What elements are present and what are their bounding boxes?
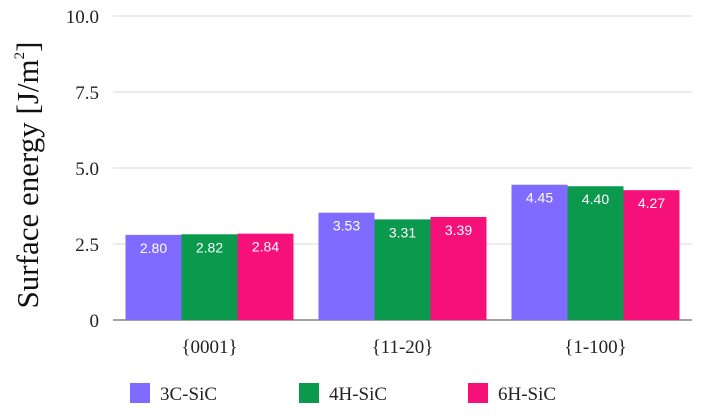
x-tick-label: {11-20} <box>372 337 434 358</box>
data-label: 4.27 <box>638 195 665 211</box>
y-tick-label: 5.0 <box>75 159 99 180</box>
data-label: 3.53 <box>333 218 360 234</box>
legend-label: 3C-SiC <box>160 384 217 405</box>
y-axis-title-exponent: 2 <box>12 52 28 60</box>
bar-3c-sic-1 <box>318 212 375 320</box>
bar-6h-sic-2 <box>623 190 680 320</box>
data-label: 4.45 <box>526 190 553 206</box>
y-tick-label: 10.0 <box>66 7 99 28</box>
legend: 3C-SiC 4H-SiC 6H-SiC <box>130 383 556 405</box>
y-axis-title-main: Surface energy [J/m <box>10 59 45 308</box>
data-label: 2.82 <box>196 239 223 255</box>
legend-label: 4H-SiC <box>329 384 387 405</box>
y-tick-label: 2.5 <box>75 235 99 256</box>
data-label: 3.39 <box>445 222 472 238</box>
data-label: 2.80 <box>140 240 167 256</box>
legend-label: 6H-SiC <box>498 384 556 405</box>
y-tick-label: 0 <box>90 311 100 332</box>
legend-swatch <box>299 383 319 403</box>
bar-3c-sic-0 <box>125 234 182 320</box>
x-axis-ticks: {0001} {11-20} {1-100} <box>181 337 626 358</box>
bar-6h-sic-0 <box>237 233 294 320</box>
data-label: 2.84 <box>252 239 279 255</box>
y-tick-label: 7.5 <box>75 83 99 104</box>
bar-6h-sic-1 <box>430 216 487 320</box>
y-axis-title-close: ] <box>10 42 45 52</box>
y-axis-label: Surface energy [J/m2] <box>10 42 45 309</box>
bar-3c-sic-2 <box>511 184 568 320</box>
legend-swatch <box>468 383 488 403</box>
x-tick-label: {1-100} <box>564 337 627 358</box>
bars <box>125 184 680 320</box>
data-labels: 2.80 2.82 2.84 3.53 3.31 3.39 4.45 4.40 4.27 <box>140 190 665 256</box>
x-tick-label: {0001} <box>181 337 237 358</box>
y-axis-ticks: 0 2.5 5.0 7.5 10.0 <box>66 7 99 332</box>
bar-4h-sic-2 <box>567 186 624 320</box>
bar-4h-sic-0 <box>181 234 238 320</box>
bar-4h-sic-1 <box>374 219 431 320</box>
y-axis-title: Surface energy [J/m2] <box>10 42 45 309</box>
data-label: 4.40 <box>582 191 609 207</box>
legend-swatch <box>130 383 150 403</box>
data-label: 3.31 <box>389 224 416 240</box>
